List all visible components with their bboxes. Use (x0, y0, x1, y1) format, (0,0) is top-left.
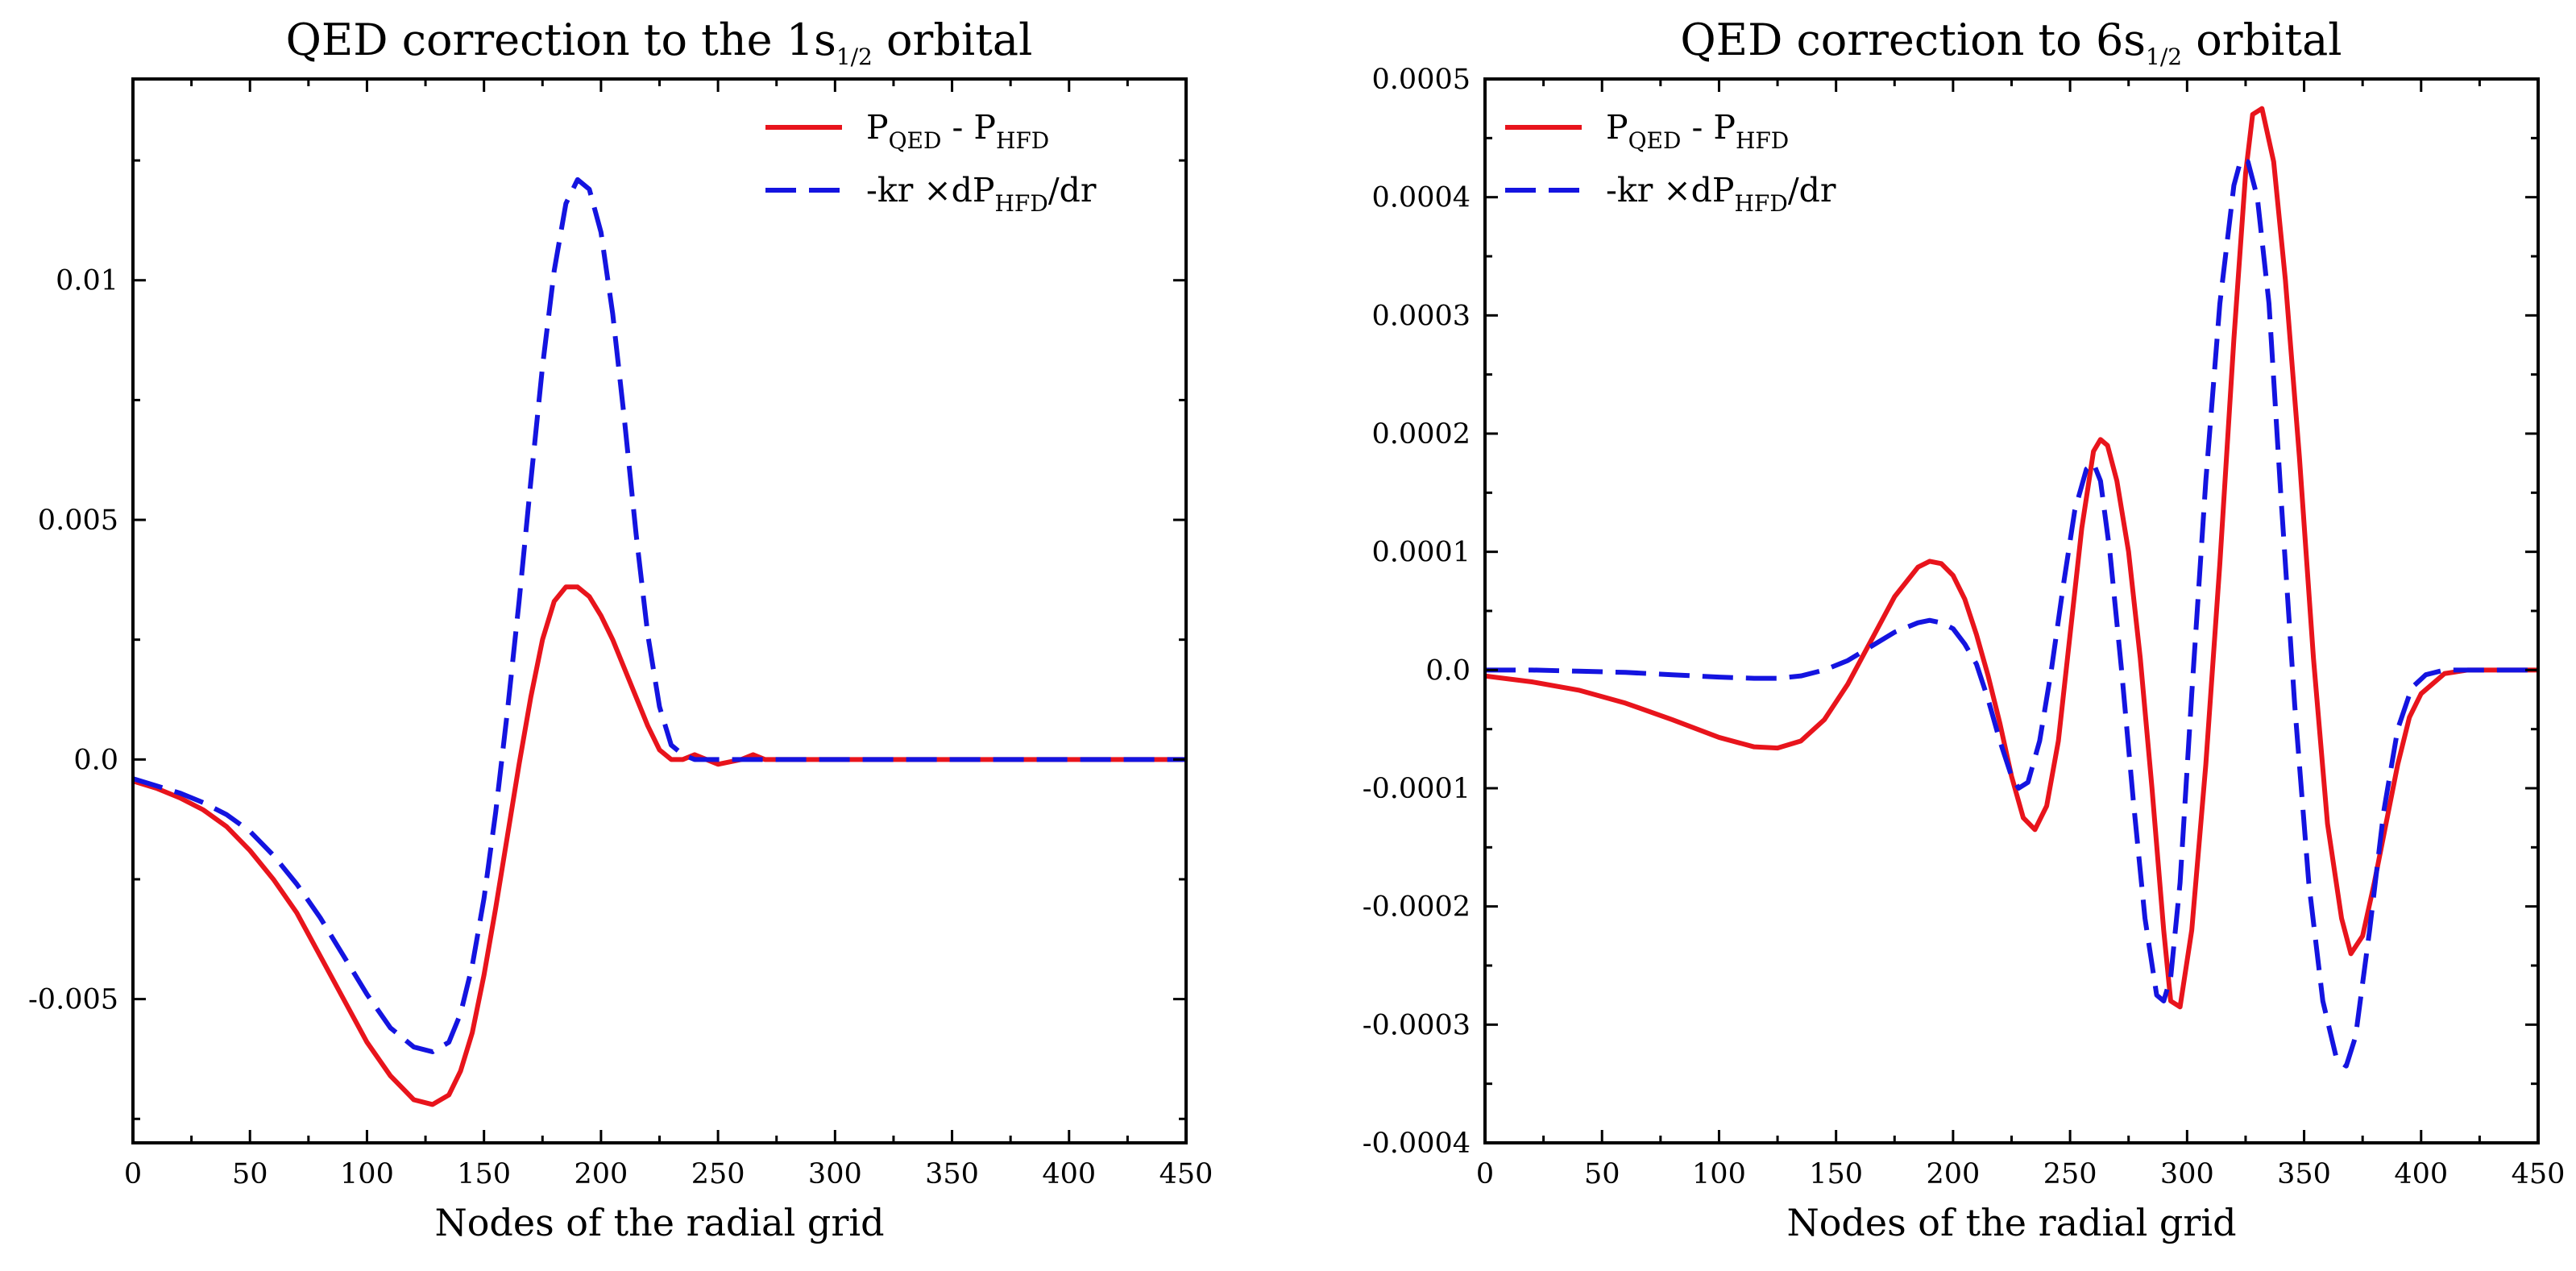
x-axis-title: Nodes of the radial grid (1786, 1201, 2236, 1244)
chart-title: QED correction to 6s1/2 orbital (1680, 15, 2342, 70)
x-tick-label: 150 (1809, 1158, 1863, 1190)
series-line-qed-minus-hfd (1485, 106, 2538, 1010)
x-tick-label: 400 (2394, 1158, 2448, 1190)
x-tick-label: 250 (2043, 1158, 2097, 1190)
x-tick-label: 100 (340, 1158, 394, 1190)
x-tick-label: 300 (2160, 1158, 2214, 1190)
y-tick-label: 0.0005 (1372, 64, 1471, 96)
y-tick-label: -0.0003 (1363, 1009, 1471, 1041)
y-tick-label: 0.0 (73, 744, 118, 776)
x-tick-label: 50 (1584, 1158, 1620, 1190)
y-tick-label: -0.005 (28, 984, 118, 1016)
y-tick-label: 0.0004 (1372, 182, 1471, 214)
x-tick-label: 450 (2512, 1158, 2566, 1190)
x-tick-label: 150 (457, 1158, 511, 1190)
chart-1s-orbital: QED correction to the 1s1/2 orbital 0 50 10… (28, 15, 1213, 1244)
x-tick-label: 450 (1159, 1158, 1213, 1190)
y-tick-label: 0.0002 (1372, 418, 1471, 451)
y-tick-label: 0.0001 (1372, 537, 1471, 569)
x-axis-title: Nodes of the radial grid (434, 1201, 884, 1244)
legend-label-qed-minus-hfd: PQED - PHFD (866, 108, 1049, 154)
y-tick-label: 0.0 (1425, 654, 1471, 687)
chart-6s-orbital: QED correction to 6s1/2 orbital 0 50 100 150… (1363, 15, 2566, 1244)
legend-label-kr-dP-dr: -kr ×dPHFD/dr (1606, 171, 1836, 217)
x-tick-label: 200 (574, 1158, 628, 1190)
y-tick-label: 0.01 (56, 265, 118, 297)
legend-label-kr-dP-dr: -kr ×dPHFD/dr (866, 171, 1097, 217)
x-tick-label: 350 (925, 1158, 979, 1190)
x-tick-label: 50 (232, 1158, 268, 1190)
series-line-kr-dP-dr (133, 177, 1186, 1055)
series-line-kr-dP-dr (1485, 156, 2538, 1069)
x-tick-label: 300 (808, 1158, 862, 1190)
y-tick-label: 0.005 (38, 505, 118, 537)
x-tick-label: 0 (1476, 1158, 1494, 1190)
x-tick-label: 0 (124, 1158, 142, 1190)
y-tick-label: 0.0003 (1372, 300, 1471, 332)
legend-label-qed-minus-hfd: PQED - PHFD (1606, 108, 1789, 154)
y-tick-label: -0.0001 (1363, 773, 1471, 805)
y-tick-label: -0.0002 (1363, 891, 1471, 924)
x-tick-label: 350 (2277, 1158, 2331, 1190)
chart-title: QED correction to the 1s1/2 orbital (286, 15, 1033, 70)
x-tick-label: 200 (1926, 1158, 1980, 1190)
x-tick-label: 100 (1692, 1158, 1746, 1190)
x-tick-label: 400 (1042, 1158, 1096, 1190)
x-tick-label: 250 (691, 1158, 745, 1190)
y-tick-label: -0.0004 (1363, 1128, 1471, 1160)
